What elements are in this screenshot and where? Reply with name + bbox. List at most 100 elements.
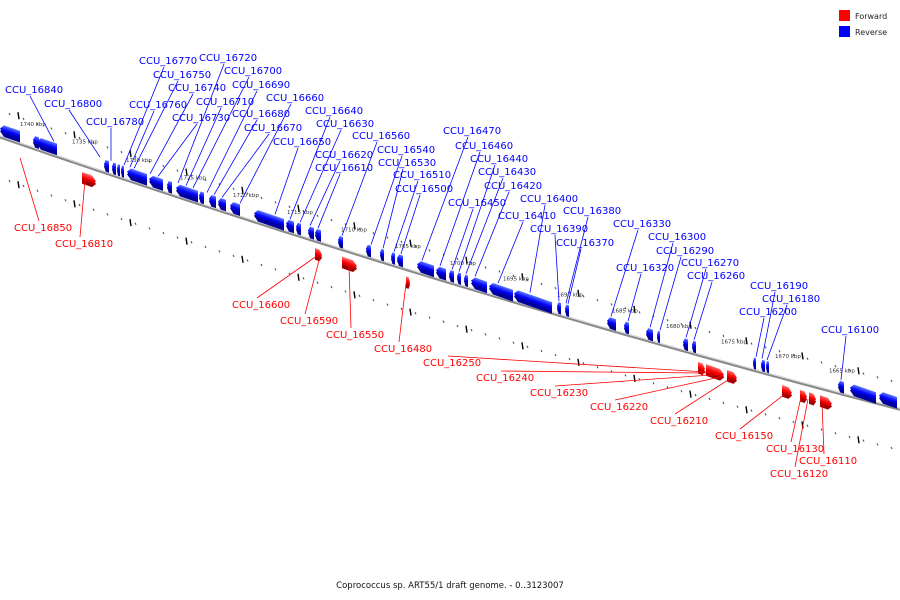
reverse-gene-arrow[interactable] (380, 248, 384, 262)
gene-label[interactable]: CCU_16330 (613, 219, 671, 230)
reverse-gene-arrow[interactable] (296, 222, 301, 236)
gene-label[interactable]: CCU_16670 (244, 123, 302, 134)
forward-gene-arrow[interactable] (727, 369, 737, 385)
reverse-gene-arrow[interactable] (449, 270, 454, 283)
reverse-gene-arrow[interactable] (176, 183, 198, 203)
reverse-gene-arrow[interactable] (850, 383, 876, 404)
gene-label[interactable]: CCU_16470 (443, 126, 501, 137)
gene-label[interactable]: CCU_16600 (232, 300, 290, 311)
reverse-gene-arrow[interactable] (657, 330, 660, 344)
gene-label[interactable]: CCU_16700 (224, 66, 282, 77)
gene-label[interactable]: CCU_16760 (129, 100, 187, 111)
gene-label[interactable]: CCU_16770 (139, 56, 197, 67)
reverse-gene-arrow[interactable] (514, 289, 552, 314)
gene-label[interactable]: CCU_16370 (556, 238, 614, 249)
gene-label[interactable]: CCU_16710 (196, 97, 254, 108)
forward-gene-arrow[interactable] (315, 248, 322, 262)
forward-gene-arrow[interactable] (342, 256, 357, 274)
gene-label[interactable]: CCU_16220 (590, 402, 648, 413)
gene-label[interactable]: CCU_16480 (374, 344, 432, 355)
forward-gene-arrow[interactable] (800, 389, 807, 404)
gene-label[interactable]: CCU_16420 (484, 181, 542, 192)
forward-gene-arrow[interactable] (698, 361, 705, 376)
gene-label[interactable]: CCU_16750 (153, 70, 211, 81)
gene-label[interactable]: CCU_16300 (648, 232, 706, 243)
reverse-gene-arrow[interactable] (121, 165, 124, 178)
gene-label[interactable]: CCU_16810 (55, 239, 113, 250)
reverse-gene-arrow[interactable] (338, 235, 343, 249)
reverse-gene-arrow[interactable] (879, 391, 897, 409)
gene-label[interactable]: CCU_16290 (656, 246, 714, 257)
forward-gene-arrow[interactable] (809, 392, 816, 406)
gene-label[interactable]: CCU_16530 (378, 158, 436, 169)
gene-label[interactable]: CCU_16260 (687, 271, 745, 282)
gene-label[interactable]: CCU_16690 (232, 80, 290, 91)
gene-label[interactable]: CCU_16660 (266, 93, 324, 104)
reverse-gene-arrow[interactable] (417, 260, 434, 278)
gene-label[interactable]: CCU_16800 (44, 99, 102, 110)
forward-gene-arrow[interactable] (406, 276, 410, 289)
gene-label[interactable]: CCU_16720 (199, 53, 257, 64)
reverse-gene-arrow[interactable] (218, 197, 226, 212)
gene-label[interactable]: CCU_16110 (799, 456, 857, 467)
gene-label[interactable]: CCU_16840 (5, 85, 63, 96)
reverse-gene-arrow[interactable] (286, 219, 294, 234)
reverse-gene-arrow[interactable] (230, 201, 240, 217)
reverse-gene-arrow[interactable] (366, 244, 371, 258)
forward-gene-arrow[interactable] (82, 172, 96, 188)
gene-label[interactable]: CCU_16510 (393, 170, 451, 181)
gene-label[interactable]: CCU_16190 (750, 281, 808, 292)
gene-label[interactable]: CCU_16410 (498, 211, 556, 222)
gene-label[interactable]: CCU_16120 (770, 469, 828, 480)
gene-label[interactable]: CCU_16500 (395, 184, 453, 195)
gene-label[interactable]: CCU_16380 (563, 206, 621, 217)
gene-label[interactable]: CCU_16730 (172, 113, 230, 124)
gene-label[interactable]: CCU_16240 (476, 373, 534, 384)
reverse-gene-arrow[interactable] (436, 266, 446, 281)
forward-gene-arrow[interactable] (820, 395, 832, 411)
reverse-gene-arrow[interactable] (37, 137, 57, 156)
reverse-gene-arrow[interactable] (624, 321, 629, 335)
reverse-gene-arrow[interactable] (692, 340, 696, 354)
gene-label[interactable]: CCU_16230 (530, 388, 588, 399)
gene-label[interactable]: CCU_16450 (448, 198, 506, 209)
gene-label[interactable]: CCU_16650 (273, 137, 331, 148)
gene-label[interactable]: CCU_16680 (232, 109, 290, 120)
gene-label[interactable]: CCU_16400 (520, 194, 578, 205)
reverse-gene-arrow[interactable] (315, 228, 321, 242)
gene-label[interactable]: CCU_16270 (681, 258, 739, 269)
reverse-gene-arrow[interactable] (766, 361, 769, 374)
reverse-gene-arrow[interactable] (104, 159, 109, 173)
gene-label[interactable]: CCU_16620 (315, 150, 373, 161)
reverse-gene-arrow[interactable] (753, 357, 756, 370)
reverse-gene-arrow[interactable] (471, 276, 487, 294)
gene-label[interactable]: CCU_16390 (530, 224, 588, 235)
gene-label[interactable]: CCU_16460 (455, 141, 513, 152)
gene-label[interactable]: CCU_16440 (470, 154, 528, 165)
reverse-gene-arrow[interactable] (149, 174, 163, 191)
gene-label[interactable]: CCU_16590 (280, 316, 338, 327)
gene-label[interactable]: CCU_16780 (86, 117, 144, 128)
gene-label[interactable]: CCU_16550 (326, 330, 384, 341)
gene-label[interactable]: CCU_16560 (352, 131, 410, 142)
reverse-gene-arrow[interactable] (308, 226, 314, 240)
reverse-gene-arrow[interactable] (112, 162, 116, 176)
gene-label[interactable]: CCU_16740 (168, 83, 226, 94)
reverse-gene-arrow[interactable] (761, 359, 765, 373)
gene-label[interactable]: CCU_16320 (616, 263, 674, 274)
reverse-gene-arrow[interactable] (391, 252, 395, 265)
reverse-gene-arrow[interactable] (683, 338, 688, 352)
gene-label[interactable]: CCU_16850 (14, 223, 72, 234)
reverse-gene-arrow[interactable] (127, 167, 147, 186)
gene-label[interactable]: CCU_16150 (715, 431, 773, 442)
gene-label[interactable]: CCU_16250 (423, 358, 481, 369)
gene-label[interactable]: CCU_16630 (316, 119, 374, 130)
reverse-gene-arrow[interactable] (254, 209, 284, 231)
reverse-gene-arrow[interactable] (209, 194, 216, 209)
gene-label[interactable]: CCU_16610 (315, 163, 373, 174)
reverse-gene-arrow[interactable] (464, 274, 468, 288)
reverse-gene-arrow[interactable] (607, 316, 616, 331)
gene-label[interactable]: CCU_16430 (478, 167, 536, 178)
reverse-gene-arrow[interactable] (646, 327, 653, 342)
reverse-gene-arrow[interactable] (167, 180, 172, 194)
